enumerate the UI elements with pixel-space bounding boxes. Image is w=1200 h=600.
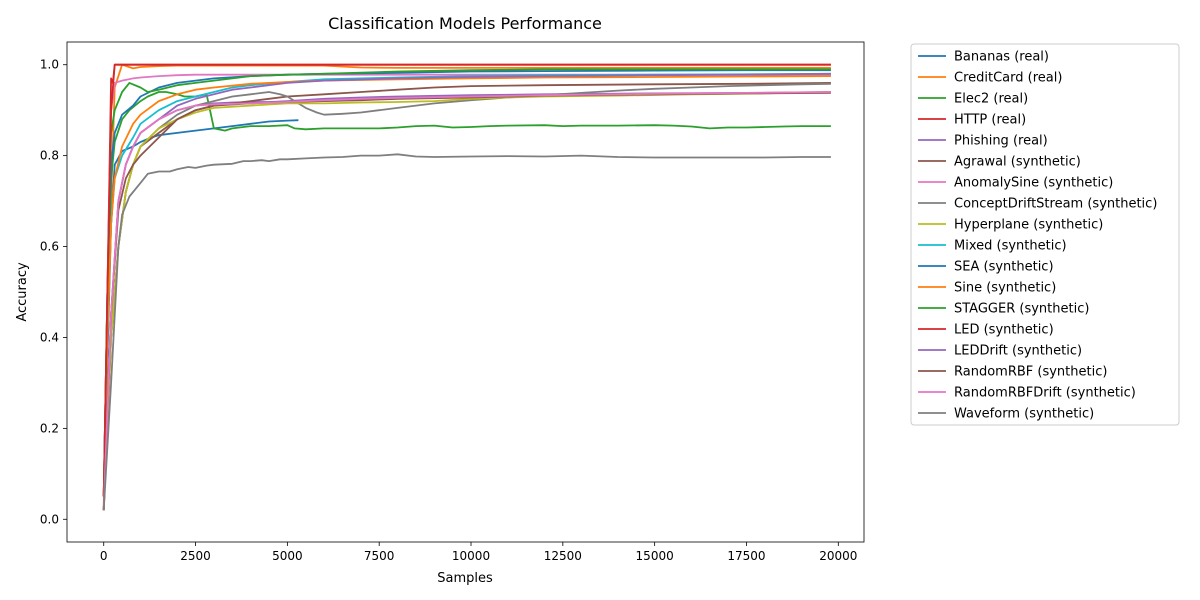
legend-label: RandomRBFDrift (synthetic) [954, 386, 1136, 401]
x-tick-label: 7500 [364, 549, 395, 563]
series-line-13 [102, 63, 831, 497]
series-line-12 [102, 68, 831, 497]
legend-label: LEDDrift (synthetic) [954, 344, 1082, 359]
x-axis-label: Samples [437, 571, 493, 586]
legend-label: CreditCard (real) [954, 71, 1062, 86]
legend-label: Hyperplane (synthetic) [954, 218, 1103, 233]
legend-frame [910, 43, 1180, 426]
legend-label: Waveform (synthetic) [954, 407, 1094, 422]
x-axis-ticks: 0 2500 5000 7500 10000 12500 15000 17500 20000 [100, 542, 857, 563]
y-tick-label: 0.8 [40, 149, 59, 163]
legend-label: Agrawal (synthetic) [954, 155, 1081, 170]
plot-frame [66, 41, 865, 543]
x-tick-label: 5000 [272, 549, 303, 563]
legend-label: STAGGER (synthetic) [954, 302, 1089, 317]
series-lines [102, 63, 831, 511]
x-tick-label: 20000 [819, 549, 857, 563]
legend-label: LED (synthetic) [954, 323, 1054, 338]
y-axis-label: Accuracy [15, 262, 30, 322]
legend-label: AnomalySine (synthetic) [954, 176, 1113, 191]
y-tick-label: 0.0 [40, 512, 59, 526]
y-tick-label: 1.0 [40, 58, 59, 72]
legend-label: Phishing (real) [954, 134, 1048, 149]
legend-label: Sine (synthetic) [954, 281, 1056, 296]
y-tick-label: 0.2 [40, 421, 59, 435]
legend-label: SEA (synthetic) [954, 260, 1054, 275]
y-tick-label: 0.4 [40, 330, 59, 344]
series-line-17 [102, 153, 831, 511]
y-axis-ticks: 0.0 0.2 0.4 0.6 0.8 1.0 [40, 58, 67, 526]
x-tick-label: 17500 [727, 549, 765, 563]
plot-area [67, 42, 864, 542]
legend-label: Bananas (real) [954, 50, 1049, 65]
y-tick-label: 0.6 [40, 240, 59, 254]
legend-label: RandomRBF (synthetic) [954, 365, 1107, 380]
chart-title: Classification Models Performance [328, 14, 602, 33]
legend: Bananas (real) CreditCard (real) Elec2 (re… [910, 43, 1180, 426]
legend-label: Mixed (synthetic) [954, 239, 1067, 254]
series-line-11 [102, 75, 831, 497]
legend-label: ConceptDriftStream (synthetic) [954, 197, 1157, 212]
x-tick-label: 10000 [452, 549, 490, 563]
series-line-2 [102, 91, 831, 497]
series-line-10 [102, 69, 831, 497]
series-line-16 [102, 91, 831, 511]
x-tick-label: 2500 [180, 549, 211, 563]
legend-label: Elec2 (real) [954, 92, 1028, 107]
x-tick-label: 12500 [544, 549, 582, 563]
legend-label: HTTP (real) [954, 113, 1026, 128]
x-tick-label: 15000 [636, 549, 674, 563]
x-tick-label: 0 [100, 549, 108, 563]
